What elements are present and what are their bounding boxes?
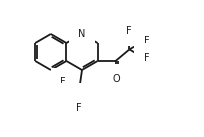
Text: O: O [113,74,120,84]
Text: F: F [60,77,66,87]
Text: N: N [78,29,86,39]
Text: F: F [126,26,131,36]
Text: F: F [144,53,150,63]
Text: F: F [76,103,82,113]
Text: F: F [144,36,150,46]
Text: F: F [66,93,72,103]
